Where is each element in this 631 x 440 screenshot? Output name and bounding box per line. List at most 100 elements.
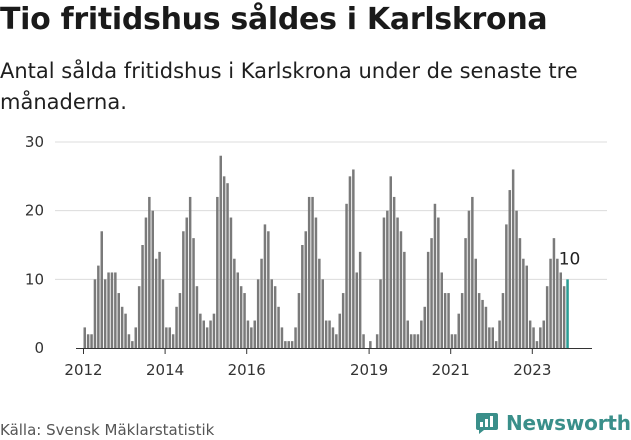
bar [328, 321, 331, 348]
bar [243, 293, 246, 348]
bar [495, 341, 498, 348]
bar [233, 259, 236, 348]
bar [413, 334, 416, 348]
bar [553, 238, 556, 348]
bar [128, 334, 131, 348]
bar [556, 259, 559, 348]
bar [162, 279, 165, 348]
bar [532, 327, 535, 348]
bar [305, 231, 308, 348]
bar [203, 321, 206, 348]
bar [189, 197, 192, 348]
bar [447, 293, 450, 348]
bar [308, 197, 311, 348]
bar [145, 218, 148, 348]
bar [339, 314, 342, 348]
bar [458, 314, 461, 348]
bar [461, 293, 464, 348]
bar [481, 300, 484, 348]
bar [488, 327, 491, 348]
x-tick-label: 2021 [432, 361, 470, 379]
bar [284, 341, 287, 348]
bar [454, 334, 457, 348]
bar [209, 321, 212, 348]
bar [311, 197, 314, 348]
bar [379, 279, 382, 348]
bar [196, 286, 199, 348]
bar [294, 327, 297, 348]
bar [335, 334, 338, 348]
bar [315, 218, 318, 348]
bar [220, 156, 223, 348]
bar [223, 176, 226, 348]
bar [464, 238, 467, 348]
bar [515, 211, 518, 348]
bar [260, 259, 263, 348]
bar-chart: 0 10 20 30 2012 2014 2016 2019 2021 2023 10 [0, 125, 631, 385]
bar [94, 279, 97, 348]
bar [152, 211, 155, 348]
bar [97, 266, 100, 348]
bar [206, 327, 209, 348]
y-axis-ticks: 0 10 20 30 [25, 133, 44, 357]
bar [393, 197, 396, 348]
bar [526, 266, 529, 348]
bar [529, 321, 532, 348]
bar [135, 327, 138, 348]
bar [543, 321, 546, 348]
chart-subtitle: Antal sålda fritidshus i Karlskrona unde… [0, 56, 600, 118]
bar [475, 259, 478, 348]
bar [104, 279, 107, 348]
bar [332, 327, 335, 348]
bar [277, 307, 280, 348]
bar [226, 183, 229, 348]
bar [434, 204, 437, 348]
bar [90, 334, 93, 348]
bar [172, 334, 175, 348]
bar [441, 272, 444, 348]
chart-title: Tio fritidshus såldes i Karlskrona [0, 2, 631, 37]
bar [107, 272, 110, 348]
y-tick-label: 30 [25, 133, 44, 151]
bar [267, 231, 270, 348]
brand-logo: Newsworthy [475, 410, 631, 436]
x-tick-label: 2019 [350, 361, 388, 379]
bar [563, 286, 566, 348]
x-tick-label: 2023 [513, 361, 551, 379]
bar [155, 259, 158, 348]
bar [179, 293, 182, 348]
bar [492, 327, 495, 348]
y-tick-label: 10 [25, 270, 44, 288]
bar [111, 272, 114, 348]
bar [400, 231, 403, 348]
y-tick-label: 0 [34, 339, 44, 357]
bar [250, 327, 253, 348]
bar [468, 211, 471, 348]
bar [376, 334, 379, 348]
bar [444, 293, 447, 348]
bar [386, 211, 389, 348]
bar [138, 286, 141, 348]
bar [247, 321, 250, 348]
bar [519, 238, 522, 348]
bar [274, 286, 277, 348]
bar [512, 169, 515, 348]
bar [169, 327, 172, 348]
bar [362, 334, 365, 348]
bar [417, 334, 420, 348]
bar [288, 341, 291, 348]
bar [254, 321, 257, 348]
bar [342, 293, 345, 348]
bar [271, 279, 274, 348]
bar [420, 321, 423, 348]
bar [87, 334, 90, 348]
bar [539, 327, 542, 348]
bar [427, 252, 430, 348]
bar-highlight [566, 279, 569, 348]
bar [298, 293, 301, 348]
bar [182, 231, 185, 348]
bar [141, 245, 144, 348]
bar [522, 259, 525, 348]
bar [485, 307, 488, 348]
bar [471, 197, 474, 348]
